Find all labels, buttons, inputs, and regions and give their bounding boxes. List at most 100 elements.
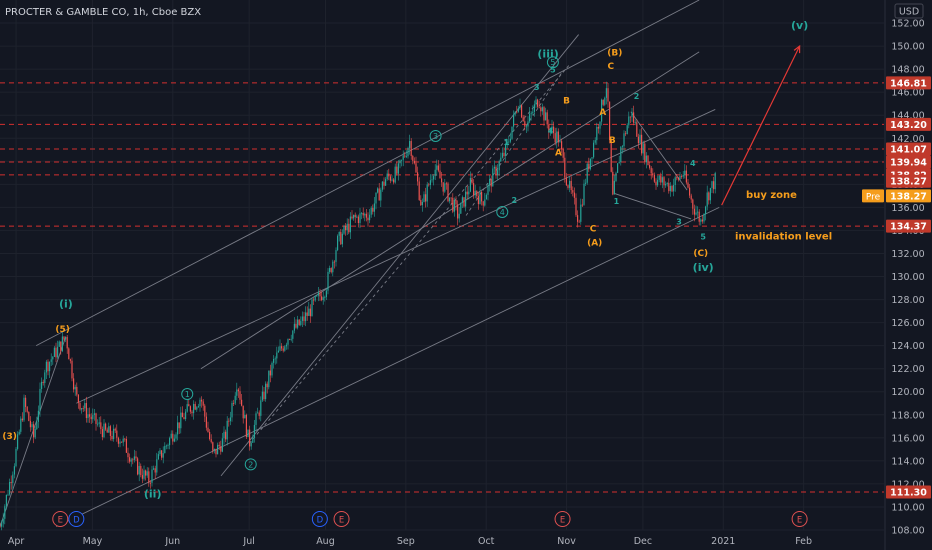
candle-body [581,204,583,206]
candle-body [631,112,633,118]
candle-body [372,207,374,212]
trend-line [200,51,700,370]
candle-body [25,397,27,407]
candle-body [215,448,217,455]
event-marker[interactable] [791,511,808,527]
candle-body [17,434,19,449]
candle-body [237,389,239,392]
candle-body [391,179,393,181]
currency-box[interactable] [894,3,924,19]
candle-body [85,403,87,419]
candle-body [263,391,265,400]
grid [0,0,884,531]
candle-body [357,216,359,223]
event-marker-label: E [58,515,63,525]
candle-body [655,181,657,186]
candle-body [383,181,385,186]
candle-body [601,99,603,122]
wave-label: B [609,136,616,146]
candle-body [257,412,259,414]
candle-body [522,117,524,122]
event-marker[interactable] [554,511,571,527]
circled-wave-marker [429,129,442,142]
candle-body [273,358,275,363]
candle-body [492,168,494,187]
wave-label: 4 [548,127,554,136]
wave-label: (3) [2,432,17,442]
candle-body [460,202,462,214]
candle-body [105,423,107,430]
candle-body [36,421,38,430]
candle-body [425,194,427,202]
price-label-box [886,174,931,188]
candle-body [409,141,411,148]
event-marker[interactable] [52,511,69,527]
candle-body [93,413,95,415]
candle-body [607,88,609,102]
candle-body [495,166,497,176]
candle-body [204,405,206,417]
y-tick-label: 118.00 [891,410,924,421]
candle-body [343,225,345,234]
wave-label: 2 [634,92,640,101]
candle-body [52,356,54,360]
candle-body [82,408,84,409]
candle-body [652,173,654,175]
wave-label: B [563,97,570,107]
candle-body [341,233,343,245]
wave-label: 5 [550,66,556,75]
event-marker[interactable] [311,511,328,527]
candle-body [292,330,294,339]
y-tick-label: 110.00 [891,502,924,513]
candle-body [404,155,406,157]
price-label-box [886,485,931,499]
candle-body [321,296,323,301]
candles [0,81,716,531]
candle-body [220,446,222,452]
candle-body [669,185,671,192]
candle-body [629,116,631,118]
trend-line [76,109,716,404]
candle-body [202,401,204,406]
candle-body [322,297,324,301]
candle-body [361,212,363,214]
price-label: 141.07 [890,144,927,155]
candle-body [661,177,663,183]
time-axis[interactable]: Apr May Jun Jul Aug Sep Oct Nov Dec 2021 Feb [8,536,812,547]
candle-body [233,403,235,404]
candle-body [569,180,571,188]
candle-body [671,185,673,192]
event-marker-label: E [560,515,565,525]
price-label: 111.30 [890,487,927,498]
candle-body [1,523,3,527]
candle-body [573,192,575,198]
candle-body [485,194,487,200]
price-axis[interactable]: 108.00 110.00 112.00 114.00 116.00 118.00 120.… [862,0,931,550]
candle-body [149,482,151,484]
candle-body [561,141,563,149]
candle-body [7,494,9,496]
candle-body [564,157,566,178]
candle-body [121,441,123,443]
candle-body [626,125,628,134]
price-label-box [886,142,931,156]
x-tick-label: Nov [557,536,576,547]
candle-body [135,456,137,459]
candle-body [279,346,281,351]
candle-body [157,454,159,460]
candle-body [28,411,30,421]
price-label: 146.81 [890,78,927,89]
candle-body [345,225,347,231]
candle-body [586,163,588,183]
candle-body [98,422,100,424]
candle-body [673,184,675,192]
candle-body [429,180,431,186]
wave-label: 1 [504,138,510,147]
candle-body [388,173,390,177]
candle-body [12,474,14,483]
x-tick-label: Oct [478,536,495,547]
event-marker[interactable] [68,511,85,527]
event-marker[interactable] [333,511,350,527]
candle-body [681,176,683,177]
